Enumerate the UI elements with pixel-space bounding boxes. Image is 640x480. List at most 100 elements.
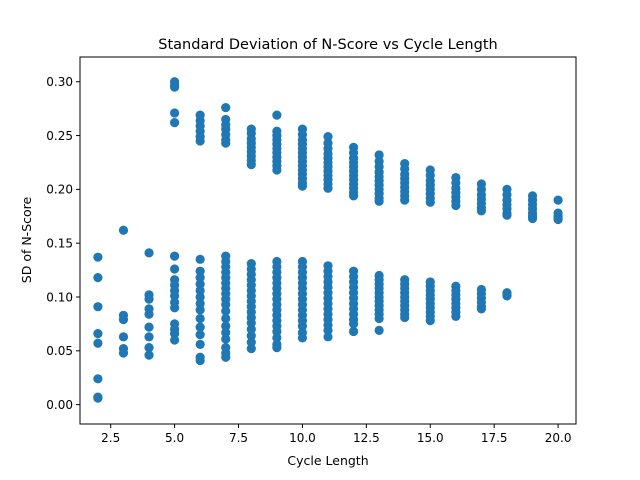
data-point: [246, 318, 256, 328]
data-point: [93, 393, 103, 403]
data-point: [297, 321, 308, 331]
data-point: [553, 195, 563, 205]
data-point: [553, 214, 563, 225]
data-point: [323, 332, 333, 342]
x-axis-ticks: 2.5 5.0 7.5 10.0 12.5 15.0 17.5 20.0: [101, 424, 571, 445]
data-point: [195, 285, 205, 296]
data-point: [297, 333, 308, 343]
data-point: [195, 322, 205, 332]
data-point: [348, 191, 359, 201]
data-point: [170, 108, 180, 118]
data-point: [451, 311, 461, 321]
data-point: [195, 305, 205, 315]
x-tick-label: 15.0: [417, 431, 444, 445]
data-point: [323, 132, 333, 142]
data-point: [170, 118, 180, 128]
x-tick-label: 17.5: [481, 431, 508, 445]
data-point: [502, 210, 512, 220]
data-point: [118, 332, 129, 342]
x-tick-label: 2.5: [101, 431, 120, 445]
data-point: [221, 299, 231, 310]
y-axis-label: SD of N-Score: [19, 196, 34, 283]
y-tick-label: 0.30: [46, 75, 73, 89]
data-point: [348, 319, 359, 329]
data-point: [170, 82, 180, 92]
data-point: [221, 352, 231, 362]
data-point: [144, 309, 154, 319]
data-point: [400, 312, 410, 323]
data-point: [170, 335, 180, 345]
data-point: [272, 110, 282, 120]
data-point: [374, 313, 384, 324]
data-point: [170, 264, 180, 274]
data-point: [476, 304, 486, 314]
data-point: [527, 213, 538, 224]
data-point: [195, 136, 205, 146]
data-point: [195, 339, 205, 349]
data-point: [195, 254, 205, 264]
data-point: [195, 355, 205, 366]
data-point: [170, 329, 180, 339]
data-point: [144, 294, 154, 304]
data-point: [144, 248, 154, 258]
data-point: [221, 313, 231, 324]
data-point: [425, 197, 435, 207]
data-point: [93, 273, 103, 283]
data-point: [272, 333, 282, 343]
data-point: [246, 324, 256, 334]
y-tick-label: 0.15: [46, 236, 73, 250]
data-point: [195, 279, 205, 289]
data-point: [323, 183, 333, 193]
chart-title: Standard Deviation of N-Score vs Cycle L…: [158, 37, 497, 53]
data-point: [195, 273, 205, 283]
data-point: [374, 150, 384, 160]
data-point: [400, 195, 410, 205]
data-point: [195, 298, 205, 309]
x-tick-label: 12.5: [353, 431, 380, 445]
data-point: [195, 292, 205, 302]
x-tick-label: 5.0: [165, 431, 184, 445]
y-tick-label: 0.10: [46, 290, 73, 304]
data-point: [144, 332, 154, 342]
data-point: [323, 325, 333, 335]
data-point: [297, 181, 308, 191]
x-axis-label: Cycle Length: [287, 453, 368, 468]
data-point: [118, 348, 129, 358]
x-tick-label: 20.0: [545, 431, 572, 445]
data-point: [170, 303, 180, 313]
y-tick-label: 0.20: [46, 183, 73, 197]
data-point: [272, 165, 282, 175]
data-point: [144, 342, 154, 353]
data-point: [144, 350, 154, 360]
data-point: [118, 225, 129, 235]
points-layer: [93, 77, 563, 403]
data-point: [221, 138, 231, 148]
data-point: [374, 325, 384, 335]
data-point: [93, 374, 103, 384]
data-point: [170, 291, 180, 301]
data-point: [246, 337, 256, 347]
data-point: [93, 329, 103, 339]
data-point: [476, 206, 486, 216]
x-tick-label: 10.0: [289, 431, 316, 445]
x-tick-label: 7.5: [229, 431, 248, 445]
data-point: [195, 266, 205, 276]
data-point: [221, 334, 231, 344]
data-point: [246, 160, 256, 170]
y-tick-label: 0.25: [46, 129, 73, 143]
data-point: [118, 315, 129, 325]
data-point: [93, 338, 103, 348]
data-point: [246, 331, 256, 341]
data-point: [425, 316, 435, 326]
data-point: [93, 302, 103, 312]
data-point: [221, 102, 231, 113]
data-point: [93, 252, 103, 262]
data-point: [144, 322, 154, 332]
data-point: [221, 327, 231, 338]
data-point: [374, 196, 384, 206]
data-point: [246, 344, 256, 354]
y-tick-label: 0.05: [46, 344, 73, 358]
y-tick-label: 0.00: [46, 398, 73, 412]
